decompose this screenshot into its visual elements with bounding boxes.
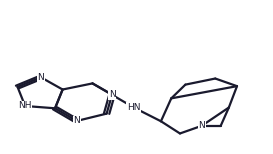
Text: N: N — [198, 121, 205, 130]
Text: NH: NH — [18, 101, 32, 111]
Text: N: N — [73, 116, 80, 126]
Text: HN: HN — [127, 103, 141, 112]
Text: N: N — [37, 73, 44, 82]
Text: N: N — [109, 90, 115, 99]
